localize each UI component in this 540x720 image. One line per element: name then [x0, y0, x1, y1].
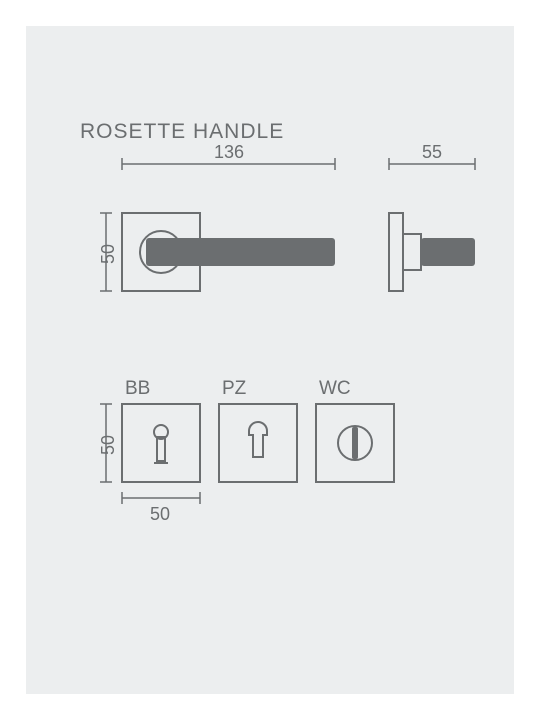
rosette-label-bb: BB: [125, 378, 150, 400]
dim-side-width-value: 55: [422, 142, 442, 163]
keyhole-bb-icon: [154, 425, 168, 463]
keyhole-wc-icon: [338, 426, 372, 460]
rosette-bb-plate: [122, 404, 200, 482]
side-lever-end: [421, 238, 475, 266]
front-lever: [146, 238, 335, 266]
dim-front-height-value: 50: [98, 244, 119, 264]
side-plate: [389, 213, 403, 291]
rosette-label-pz: PZ: [222, 378, 246, 400]
rosette-pz-plate: [219, 404, 297, 482]
front-view-svg: [26, 26, 514, 694]
side-neck: [403, 234, 421, 270]
rosette-label-wc: WC: [319, 378, 351, 400]
dim-front-width-value: 136: [214, 142, 244, 163]
drawing-sheet: ROSETTE HANDLE: [26, 26, 514, 694]
dim-rosette-width-value: 50: [150, 504, 170, 525]
keyhole-pz-icon: [249, 422, 267, 457]
dim-rosette-height-value: 50: [98, 435, 119, 455]
